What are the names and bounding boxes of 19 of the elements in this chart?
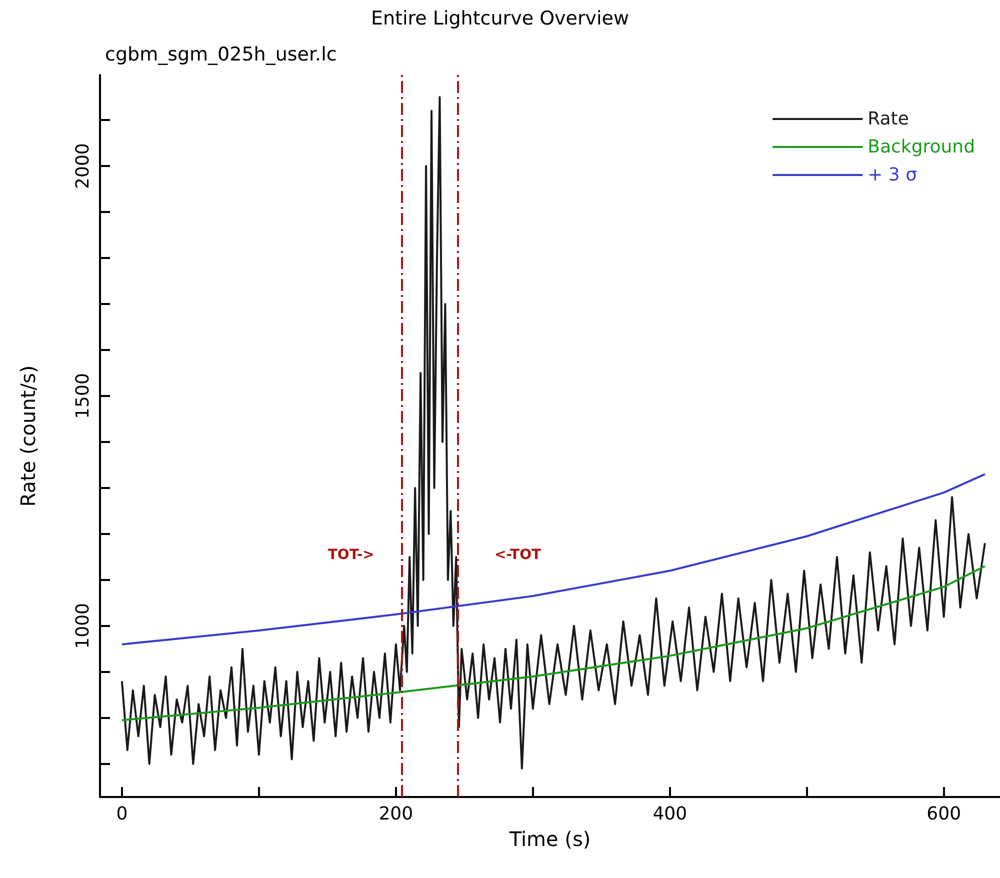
y-tick-label: 1500 — [72, 373, 94, 419]
ref-line-label: <-TOT — [494, 547, 542, 563]
line-series — [120, 473, 986, 646]
x-tick-label: 200 — [378, 804, 414, 824]
x-axis-title: Time (s) — [508, 827, 591, 851]
legend-label: Rate — [868, 108, 909, 130]
y-tick-label: 1000 — [72, 603, 94, 649]
legend-label: + 3 σ — [868, 164, 918, 186]
x-tick-label: 400 — [652, 804, 688, 824]
chart-subtitle: cgbm_sgm_025h_user.lc — [105, 44, 337, 66]
line-series — [120, 96, 986, 770]
y-tick-label: 2000 — [72, 143, 94, 189]
x-tick-label: 600 — [926, 804, 962, 824]
ref-line-label: TOT-> — [328, 547, 374, 563]
y-axis-title: Rate (count/s) — [16, 365, 40, 507]
chart-title: Entire Lightcurve Overview — [370, 8, 630, 30]
line-series — [120, 565, 986, 722]
legend-label: Background — [868, 136, 976, 158]
x-tick-label: 0 — [116, 804, 128, 824]
